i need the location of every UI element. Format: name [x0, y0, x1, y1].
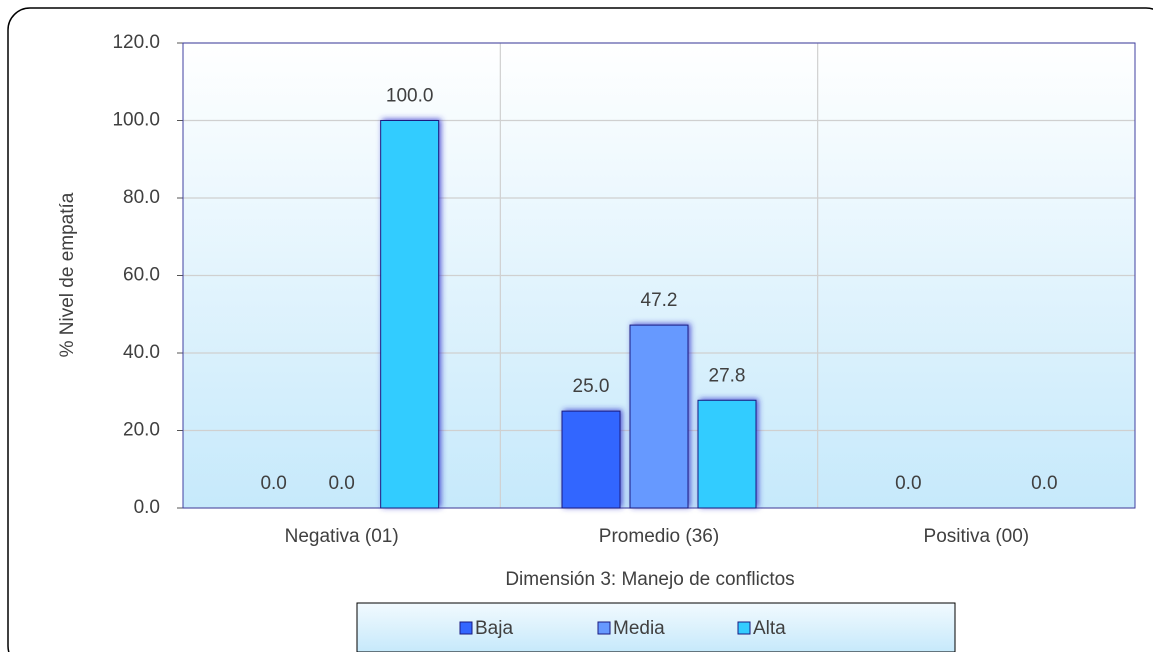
legend-swatch [737, 621, 751, 635]
data-label: 25.0 [573, 376, 610, 397]
data-label: 47.2 [641, 290, 678, 311]
legend-box [356, 602, 956, 652]
y-tick-label: 40.0 [123, 342, 160, 363]
data-label: 0.0 [895, 473, 921, 494]
bar [561, 410, 621, 509]
data-label: 0.0 [260, 473, 286, 494]
legend-swatch [459, 621, 473, 635]
frame [7, 7, 1153, 652]
y-tick-label: 100.0 [112, 110, 160, 131]
data-label: 0.0 [1031, 473, 1057, 494]
x-tick-label: Promedio (36) [599, 526, 719, 547]
legend-label: Media [613, 618, 665, 639]
y-tick-label: 60.0 [123, 265, 160, 286]
legend-label: Alta [753, 618, 786, 639]
data-label: 0.0 [328, 473, 354, 494]
legend-label: Baja [475, 618, 513, 639]
y-tick-label: 0.0 [134, 497, 160, 518]
x-tick-label: Negativa (01) [285, 526, 399, 547]
y-tick-label: 20.0 [123, 420, 160, 441]
x-tick-label: Positiva (00) [924, 526, 1030, 547]
y-tick-label: 80.0 [123, 187, 160, 208]
x-axis-title: Dimensión 3: Manejo de conflictos [505, 569, 794, 590]
y-axis-title: % Nivel de empatía [57, 192, 78, 357]
legend-swatch [597, 621, 611, 635]
y-tick-label: 120.0 [112, 32, 160, 53]
bar [380, 120, 440, 509]
bar [697, 399, 757, 509]
data-label: 27.8 [709, 365, 746, 386]
bar [629, 324, 689, 509]
data-label: 100.0 [386, 86, 434, 107]
